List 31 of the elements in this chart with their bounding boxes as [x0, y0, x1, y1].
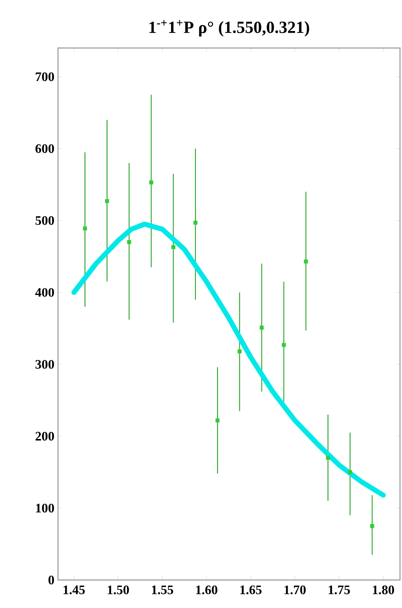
- point: [105, 199, 110, 204]
- point: [149, 180, 154, 184]
- x-tick-label: 1.70: [284, 586, 306, 594]
- x-tick-label: 1.45: [64, 586, 85, 594]
- y-tick-label: 0: [48, 576, 54, 584]
- point: [216, 418, 220, 422]
- chart-title: 1$^{-+}$1$^{+}$P ρ° (1.550,0.321): [149, 20, 310, 36]
- point: [326, 456, 330, 460]
- point: [171, 245, 176, 250]
- y-tick-label: 600: [35, 144, 54, 154]
- y-tick-label: 700: [36, 72, 54, 82]
- x-tick-label: 1.65: [240, 586, 262, 594]
- y-tick-label: 400: [35, 288, 54, 297]
- y-tick-label: 500: [36, 216, 54, 225]
- x-tick-label: 1.75: [328, 586, 350, 594]
- point: [82, 226, 87, 230]
- x-tick-label: 1.60: [196, 586, 218, 594]
- x-tick-label: 1.80: [372, 586, 394, 594]
- point: [348, 470, 352, 474]
- point: [282, 342, 286, 347]
- y-tick-label: 100: [36, 504, 54, 512]
- point: [304, 260, 308, 264]
- x-tick-label: 1.50: [108, 586, 129, 594]
- point: [370, 524, 374, 528]
- x-tick-label: 1.55: [152, 586, 174, 594]
- point: [260, 326, 264, 330]
- y-tick-label: 300: [36, 360, 54, 369]
- point: [127, 240, 132, 244]
- y-tick-label: 200: [36, 432, 54, 441]
- point: [238, 349, 242, 354]
- point: [193, 220, 198, 225]
